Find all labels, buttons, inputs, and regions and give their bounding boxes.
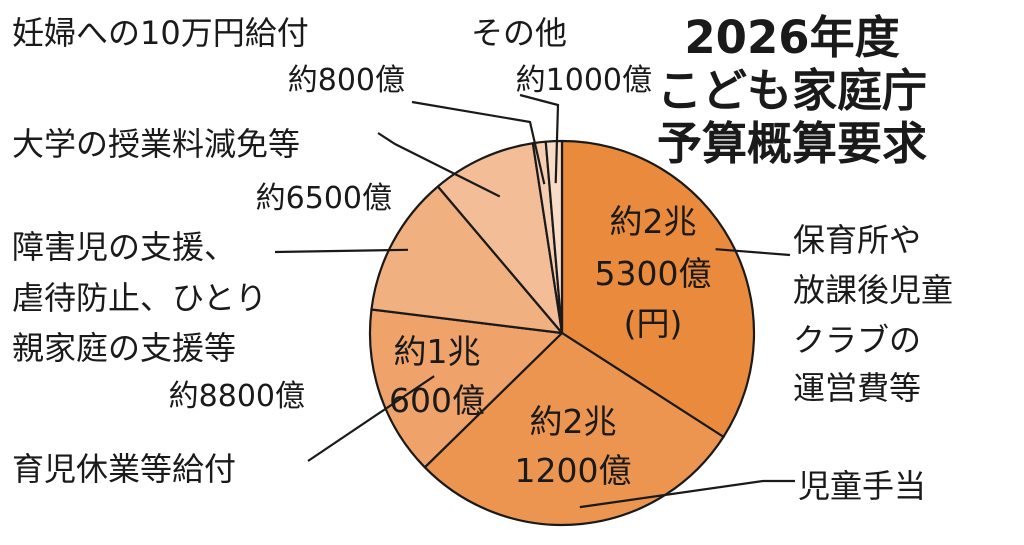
slice-5-value: 約6500億 (256, 181, 392, 216)
slice-1-label-line-1: 保育所や (793, 221, 921, 259)
chart-title-line-1: 2026年度 (684, 11, 899, 64)
slice-2-value-line-2: 1200億 (515, 451, 632, 490)
slice-3-value-line-2: 600億 (389, 381, 485, 420)
slice-4-label-line-2: 虐待防止、ひとり (12, 279, 267, 317)
slice-3-label-line-1: 育児休業等給付 (12, 450, 236, 488)
leader-line-3 (307, 375, 435, 462)
slice-7-label-line-1: その他 (471, 14, 567, 52)
leader-line-2 (579, 479, 795, 509)
pie-slice-4 (370, 185, 564, 335)
pie-slice-5 (436, 142, 564, 335)
leader-line-1 (715, 248, 791, 257)
slice-4-value: 約8800億 (169, 379, 305, 414)
chart-title-line-2: こども家庭庁 (657, 64, 927, 117)
leader-line-6 (411, 100, 546, 185)
slice-2-value-line-1: 約2兆 (530, 402, 617, 441)
pie-slice-2 (423, 331, 725, 527)
slice-2-label-line-1: 児童手当 (798, 467, 926, 505)
slice-1-label-line-2: 放課後児童 (793, 271, 953, 309)
slice-4-label-line-3: 親家庭の支援等 (12, 329, 236, 367)
slice-1-label-line-3: クラブの (793, 321, 921, 359)
leader-line-4 (274, 248, 409, 254)
slice-6-label-line-1: 妊婦への10万円給付 (12, 14, 309, 52)
slice-6-value: 約800億 (288, 63, 405, 98)
slice-4-label-line-1: 障害児の支援、 (12, 228, 236, 266)
slice-1-value-line-1: 約2兆 (610, 202, 697, 241)
slice-1-value-line-2: 5300億 (595, 254, 712, 293)
pie-slice-3 (368, 308, 564, 469)
slice-7-value: 約1000億 (516, 63, 652, 98)
slice-1-label-line-4: 運営費等 (793, 369, 921, 407)
chart-title-line-3: 予算概算要求 (657, 117, 927, 170)
pie-slice-7 (544, 139, 564, 335)
leader-line-5 (377, 132, 501, 198)
leader-line-7 (519, 93, 560, 184)
slice-5-label-line-1: 大学の授業料減免等 (12, 125, 300, 163)
slice-3-value-line-1: 約1兆 (394, 332, 481, 371)
unit-note: (円) (624, 304, 683, 343)
